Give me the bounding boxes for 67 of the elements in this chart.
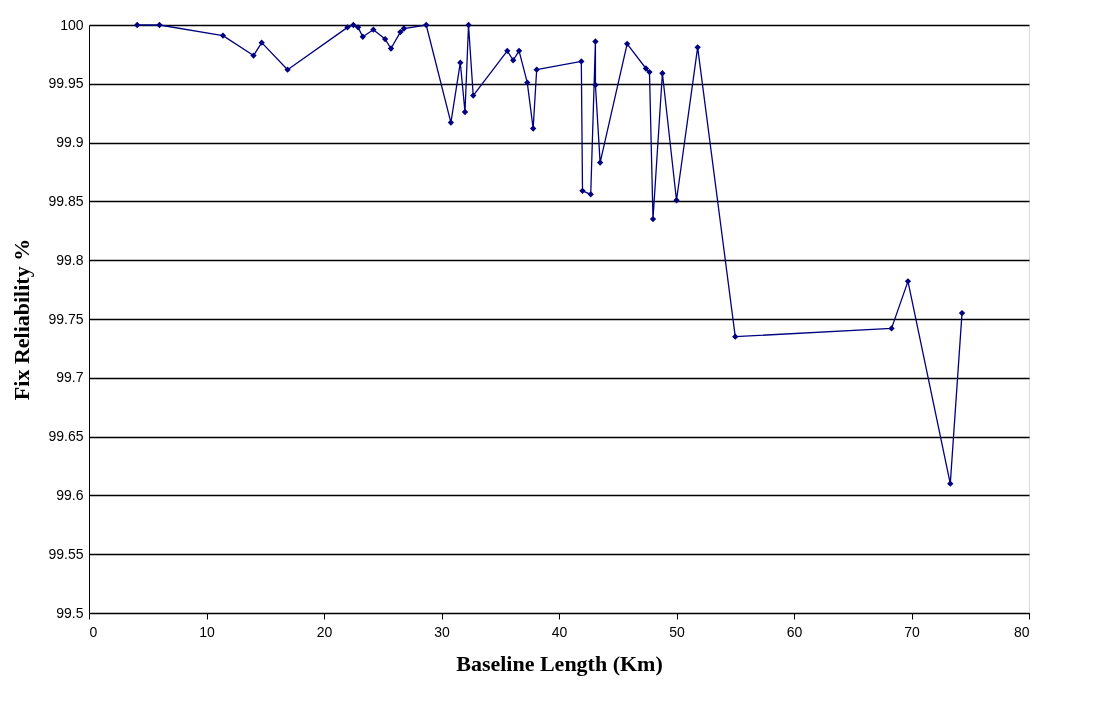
point (587, 191, 594, 198)
point (515, 47, 523, 55)
point (344, 24, 351, 31)
point (470, 92, 477, 99)
point (258, 39, 265, 46)
point (642, 65, 650, 72)
point (596, 159, 604, 166)
point (947, 480, 954, 487)
point (284, 66, 291, 73)
point (524, 79, 531, 86)
point (350, 21, 357, 29)
y-axis-title: Fix Reliability % (9, 238, 35, 401)
point (529, 125, 537, 132)
point (888, 325, 895, 332)
y-tick-label: 99.75 (48, 310, 84, 327)
x-tick-label: 80 (1013, 623, 1030, 640)
point (533, 66, 540, 73)
y-tick-label: 99.55 (48, 545, 84, 562)
point (649, 215, 657, 223)
point (387, 45, 395, 52)
point (904, 278, 912, 285)
y-tick-label: 99.5 (56, 604, 84, 621)
point (579, 187, 586, 194)
point (646, 68, 653, 76)
point (370, 26, 377, 33)
y-tick-label: 99.9 (56, 134, 84, 151)
y-tick-label: 99.7 (56, 369, 84, 386)
point (694, 44, 701, 51)
point (381, 35, 389, 43)
point (578, 58, 585, 65)
y-tick-label: 99.6 (56, 486, 84, 503)
y-tick-label: 100 (60, 16, 84, 33)
x-tick-label: 0 (89, 623, 98, 640)
x-tick-label: 40 (551, 623, 568, 640)
point (461, 108, 469, 116)
point (504, 47, 511, 55)
point (958, 309, 966, 317)
point (592, 81, 599, 89)
x-tick-label: 60 (786, 623, 803, 640)
point (250, 52, 257, 59)
point (359, 33, 366, 40)
point (673, 197, 680, 204)
point (510, 57, 517, 64)
x-tick-label: 10 (199, 623, 215, 640)
point (465, 21, 472, 29)
point (219, 32, 227, 39)
point (447, 119, 455, 126)
x-tick-label: 30 (434, 623, 450, 640)
point (354, 24, 362, 31)
y-tick-label: 99.65 (48, 428, 84, 445)
point (134, 21, 141, 29)
point (732, 333, 739, 340)
point (659, 70, 666, 77)
x-axis-title: Baseline Length (Km) (456, 650, 663, 676)
point (156, 21, 163, 29)
x-tick-label: 50 (669, 623, 685, 640)
y-tick-label: 99.95 (48, 75, 84, 92)
point (423, 21, 430, 29)
y-tick-label: 99.85 (48, 192, 84, 209)
x-tick-label: 70 (904, 623, 920, 640)
point (397, 28, 404, 36)
point (400, 25, 408, 32)
x-tick-label: 20 (316, 623, 333, 640)
point (592, 38, 599, 45)
point (457, 59, 464, 66)
y-tick-label: 99.8 (56, 251, 84, 268)
point (623, 40, 631, 47)
